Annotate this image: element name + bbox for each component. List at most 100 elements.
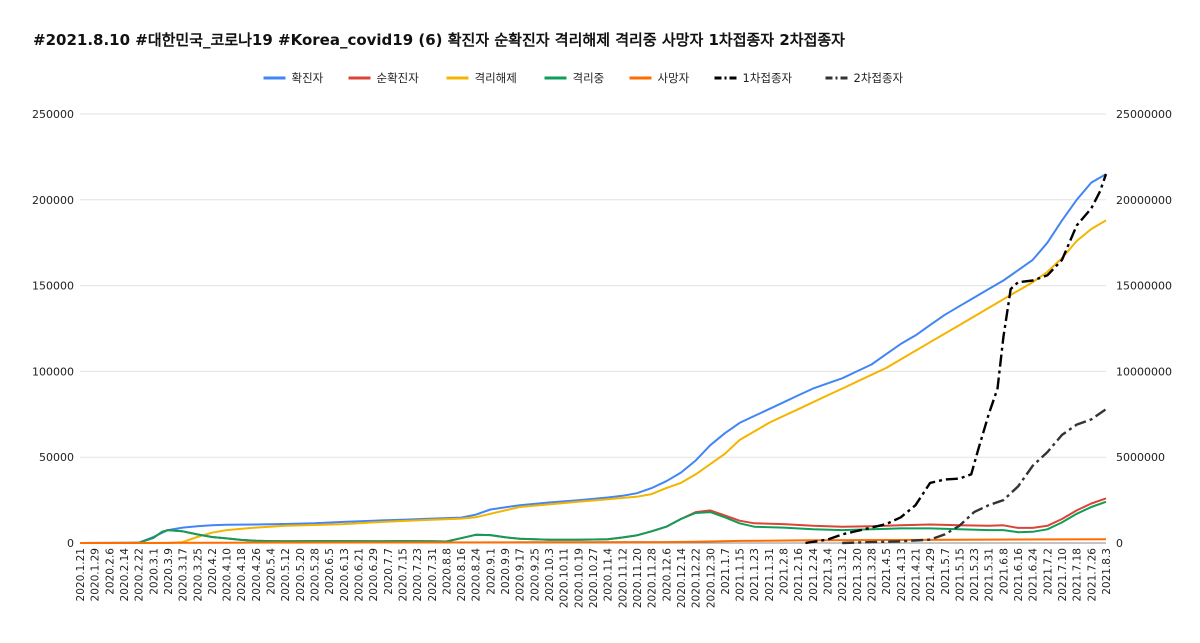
legend: 확진자 순확진자 격리해제 격리중 사망자 1차접종자 2차접종자 (263, 71, 904, 85)
series-lines (79, 173, 1108, 545)
x-tick-label: 2021.3.20 (852, 548, 864, 601)
series-line-1차접종자 (805, 173, 1108, 545)
x-tick-label: 2020.3.1 (148, 548, 160, 595)
x-tick-label: 2021.2.24 (808, 548, 820, 602)
x-tick-label: 2020.3.25 (192, 548, 204, 601)
x-tick-label: 2021.4.5 (881, 548, 893, 595)
y-tick-label-right: 0 (1116, 537, 1123, 550)
x-tick-label: 2021.7.26 (1086, 548, 1098, 602)
legend-label: 격리중 (573, 71, 605, 85)
x-tick-label: 2020.6.13 (339, 548, 351, 601)
legend-label: 격리해제 (475, 71, 517, 85)
x-tick-label: 2021.5.31 (984, 548, 996, 601)
x-tick-label: 2020.1.29 (90, 548, 102, 601)
x-tick-label: 2020.4.26 (251, 548, 263, 602)
x-tick-label: 2020.9.17 (515, 548, 527, 601)
x-tick-label: 2021.1.7 (720, 548, 732, 595)
series-line-순확진자 (79, 497, 1107, 544)
x-tick-label: 2020.11.20 (632, 548, 644, 608)
x-tick-label: 2020.2.14 (119, 548, 131, 602)
x-tick-label: 2020.9.25 (529, 548, 541, 601)
x-tick-label: 2021.1.31 (764, 548, 776, 601)
x-tick-label: 2020.8.24 (471, 548, 483, 602)
x-tick-label: 2020.11.12 (617, 548, 629, 608)
series-line-확진자 (79, 173, 1107, 544)
x-tick-label: 2020.10.27 (588, 548, 600, 608)
x-tick-label: 2020.1.21 (75, 548, 87, 601)
x-tick-label: 2020.3.17 (178, 548, 190, 601)
x-tick-label: 2020.9.1 (485, 548, 497, 595)
legend-label: 사망자 (658, 71, 690, 85)
x-tick-label: 2020.7.7 (383, 548, 395, 595)
y-tick-label-right: 15000000 (1116, 280, 1172, 293)
y-tick-label-left: 50000 (39, 451, 74, 464)
x-tick-label: 2020.5.28 (310, 548, 322, 601)
x-tick-label: 2021.5.15 (954, 548, 966, 601)
y-tick-label-right: 20000000 (1116, 194, 1172, 207)
x-tick-label: 2020.10.11 (559, 548, 571, 608)
x-tick-label: 2021.6.24 (1028, 548, 1040, 602)
series-line-2차접종자 (842, 408, 1107, 545)
x-tick-label: 2021.4.29 (925, 548, 937, 601)
x-tick-label: 2020.8.8 (441, 548, 453, 595)
x-tick-label: 2020.12.30 (705, 548, 717, 608)
x-tick-label: 2020.6.29 (368, 548, 380, 601)
x-tick-label: 2020.8.16 (456, 548, 468, 602)
x-tick-label: 2020.6.5 (324, 548, 336, 595)
x-tick-label: 2020.3.9 (163, 548, 175, 595)
x-tick-label: 2020.5.20 (295, 548, 307, 601)
x-tick-label: 2020.5.4 (266, 548, 278, 595)
x-tick-label: 2021.3.4 (823, 548, 835, 595)
series-line-격리해제 (80, 219, 1107, 544)
x-tick-label: 2021.7.10 (1057, 548, 1069, 601)
x-tick-label: 2020.10.3 (544, 548, 556, 601)
y-tick-label-left: 250000 (32, 108, 74, 121)
x-tick-label: 2020.7.15 (397, 548, 409, 601)
x-tick-label: 2021.1.23 (749, 548, 761, 601)
y-tick-label-right: 5000000 (1116, 451, 1165, 464)
y-tick-label-right: 10000000 (1116, 365, 1172, 378)
x-tick-label: 2020.6.21 (353, 548, 365, 601)
x-tick-label: 2021.2.16 (793, 548, 805, 602)
x-tick-label: 2021.3.28 (866, 548, 878, 601)
x-tick-label: 2020.5.12 (280, 548, 292, 601)
x-tick-label: 2020.12.14 (676, 548, 688, 608)
x-tick-label: 2020.10.19 (573, 548, 585, 608)
x-tick-label: 2021.1.15 (735, 548, 747, 601)
legend-label: 확진자 (292, 71, 324, 85)
x-tick-label: 2021.6.16 (1013, 548, 1025, 602)
series-line-사망자 (79, 538, 1107, 544)
y-axis-left: 0 50000 100000 150000 200000 250000 (32, 108, 74, 550)
x-tick-label: 2021.4.13 (896, 548, 908, 601)
x-tick-label: 2020.12.6 (661, 548, 673, 602)
x-tick-label: 2021.6.8 (998, 548, 1010, 595)
x-tick-label: 2020.7.31 (427, 548, 439, 601)
series-line-격리중 (79, 500, 1107, 544)
legend-label: 1차접종자 (743, 71, 793, 85)
x-tick-label: 2020.4.10 (222, 548, 234, 601)
x-tick-label: 2020.12.22 (691, 548, 703, 608)
x-tick-label: 2021.5.7 (940, 548, 952, 595)
x-tick-label: 2020.9.9 (500, 548, 512, 595)
y-tick-label-left: 150000 (32, 280, 74, 293)
x-tick-label: 2021.2.8 (779, 548, 791, 595)
x-tick-label: 2020.7.23 (412, 548, 424, 601)
x-tick-label: 2021.7.18 (1072, 548, 1084, 601)
x-tick-label: 2021.3.12 (837, 548, 849, 601)
x-tick-label: 2020.2.6 (104, 548, 116, 595)
x-tick-label: 2020.4.2 (207, 548, 219, 595)
y-tick-label-left: 200000 (32, 194, 74, 207)
x-tick-label: 2021.7.2 (1042, 548, 1054, 595)
x-axis: 2020.1.21 2020.1.29 2020.2.6 2020.2.14 2020.… (75, 548, 1113, 608)
x-tick-label: 2020.11.28 (647, 548, 659, 608)
y-axis-right: 0 5000000 10000000 15000000 20000000 25000000 (1116, 108, 1172, 550)
x-tick-label: 2021.4.21 (910, 548, 922, 601)
y-tick-label-right: 25000000 (1116, 108, 1172, 121)
legend-label: 순확진자 (377, 71, 420, 85)
x-tick-label: 2020.11.4 (603, 548, 615, 602)
legend-label: 2차접종자 (854, 71, 904, 85)
x-tick-label: 2021.8.3 (1101, 548, 1113, 595)
y-tick-label-left: 100000 (32, 365, 74, 378)
